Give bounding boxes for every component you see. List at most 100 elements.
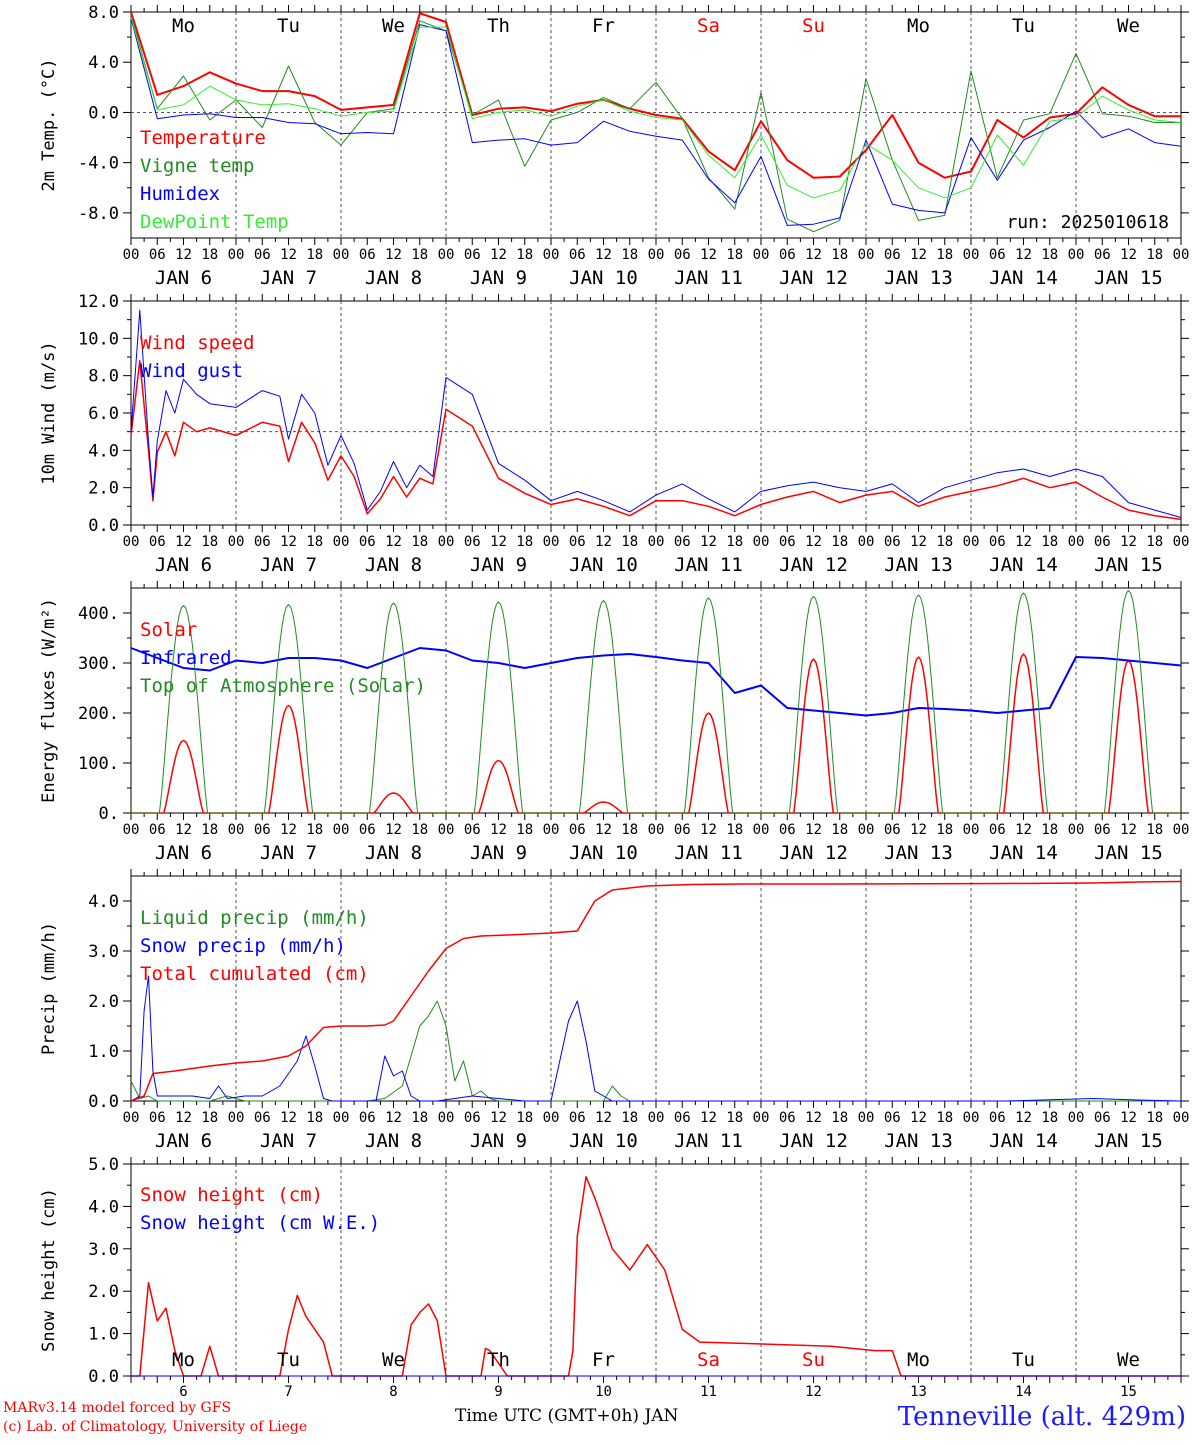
hour-tick-label: 00	[1068, 822, 1085, 838]
hour-tick-label: 06	[884, 534, 901, 550]
hour-tick-label: 12	[700, 822, 717, 838]
hour-tick-label: 18	[411, 822, 428, 838]
hour-tick-label: 00	[333, 534, 350, 550]
weekday-label: We	[382, 1349, 405, 1371]
hour-tick-label: 06	[1094, 1110, 1111, 1126]
hour-tick-label: 12	[175, 1110, 192, 1126]
hour-tick-label: 06	[884, 822, 901, 838]
hour-tick-label: 00	[228, 247, 245, 263]
weekday-label: Th	[487, 1349, 510, 1371]
hour-tick-label: 06	[149, 534, 166, 550]
hour-tick-label: 00	[1068, 1110, 1085, 1126]
date-label: JAN 15	[1094, 267, 1163, 289]
hour-tick-label: 00	[228, 1110, 245, 1126]
hour-tick-label: 18	[831, 247, 848, 263]
hour-tick-label: 12	[1015, 534, 1032, 550]
date-label: JAN 11	[674, 1130, 743, 1152]
hour-tick-label: 06	[149, 1110, 166, 1126]
weekday-label: We	[382, 15, 405, 37]
hour-tick-label: 00	[438, 534, 455, 550]
hour-tick-label: 06	[464, 534, 481, 550]
hour-tick-label: 12	[805, 534, 822, 550]
hour-tick-label: 00	[753, 247, 770, 263]
hour-tick-label: 18	[1146, 247, 1163, 263]
y-tick-label: 1.0	[88, 1325, 119, 1345]
hour-tick-label: 00	[648, 247, 665, 263]
date-label: JAN 14	[989, 267, 1058, 289]
hour-tick-label: 00	[648, 822, 665, 838]
station-label: Tenneville (alt. 429m)	[897, 1402, 1186, 1432]
hour-tick-label: 12	[910, 247, 927, 263]
weekday-label: We	[1117, 15, 1140, 37]
hour-tick-label: 00	[963, 1110, 980, 1126]
date-label: JAN 15	[1094, 554, 1163, 576]
date-label: JAN 7	[260, 1130, 317, 1152]
series-line-wind-gust	[130, 309, 1182, 518]
date-label: JAN 11	[674, 267, 743, 289]
date-label: JAN 14	[989, 1130, 1058, 1152]
hour-tick-label: 12	[910, 1110, 927, 1126]
hour-tick-label: 06	[989, 1110, 1006, 1126]
hour-tick-label: 12	[490, 247, 507, 263]
legend-entry: Solar	[140, 619, 197, 641]
hour-tick-label: 12	[595, 1110, 612, 1126]
y-tick-label: 2.0	[88, 1282, 119, 1302]
date-label: JAN 15	[1094, 1130, 1163, 1152]
hour-tick-label: 06	[464, 822, 481, 838]
hour-tick-label: 00	[1068, 534, 1085, 550]
hour-tick-label: 06	[254, 247, 271, 263]
weekday-label: Su	[802, 15, 825, 37]
hour-tick-label: 00	[123, 822, 140, 838]
hour-tick-label: 06	[989, 534, 1006, 550]
hour-tick-label: 18	[516, 1110, 533, 1126]
hour-tick-label: 00	[858, 1110, 875, 1126]
date-label: JAN 6	[155, 554, 212, 576]
hour-tick-label: 12	[1015, 247, 1032, 263]
hour-tick-label: 00	[438, 247, 455, 263]
hour-tick-label: 18	[306, 534, 323, 550]
y-tick-label: 3.0	[88, 1240, 119, 1260]
hour-tick-label: 06	[1094, 247, 1111, 263]
hour-tick-label: 00	[1173, 1110, 1190, 1126]
hour-tick-label: 12	[1120, 1110, 1137, 1126]
hour-tick-label: 18	[831, 822, 848, 838]
plot-frame-2	[130, 587, 1182, 814]
y-tick-label: -8.0	[78, 204, 119, 224]
weekday-label: Mo	[907, 1349, 930, 1371]
hour-tick-label: 00	[333, 247, 350, 263]
hour-tick-label: 06	[884, 247, 901, 263]
hour-tick-label: 00	[123, 534, 140, 550]
hour-tick-label: 12	[175, 534, 192, 550]
hour-tick-label: 12	[805, 1110, 822, 1126]
hour-tick-label: 18	[516, 534, 533, 550]
y-tick-label: -4.0	[78, 154, 119, 174]
date-label: JAN 13	[884, 842, 953, 864]
hour-tick-label: 06	[464, 1110, 481, 1126]
hour-tick-label: 12	[280, 1110, 297, 1126]
y-tick-label: 0.0	[88, 1092, 119, 1112]
series-line-temperature	[130, 11, 1181, 179]
date-label: JAN 7	[260, 842, 317, 864]
hour-tick-label: 00	[1173, 534, 1190, 550]
hour-tick-label: 06	[569, 1110, 586, 1126]
weekday-label: We	[1117, 1349, 1140, 1371]
legend-entry: Snow height (cm W.E.)	[140, 1212, 380, 1234]
date-label: JAN 14	[989, 842, 1058, 864]
lab-credit: (c) Lab. of Climatology, University of L…	[3, 1419, 308, 1435]
hour-tick-label: 06	[884, 1110, 901, 1126]
date-label: JAN 12	[779, 267, 848, 289]
date-label: JAN 9	[470, 1130, 527, 1152]
hour-tick-label: 18	[516, 822, 533, 838]
hour-tick-label: 18	[1041, 247, 1058, 263]
hour-tick-label: 18	[516, 247, 533, 263]
date-label: JAN 10	[569, 842, 638, 864]
series-line-humidex	[130, 18, 1182, 226]
hour-tick-label: 00	[228, 534, 245, 550]
y-tick-label: 4.0	[88, 1197, 119, 1217]
day-number-label: 13	[910, 1384, 927, 1400]
day-number-label: 11	[700, 1384, 717, 1400]
weekday-label: Mo	[907, 15, 930, 37]
hour-tick-label: 18	[411, 1110, 428, 1126]
day-number-label: 14	[1015, 1384, 1032, 1400]
